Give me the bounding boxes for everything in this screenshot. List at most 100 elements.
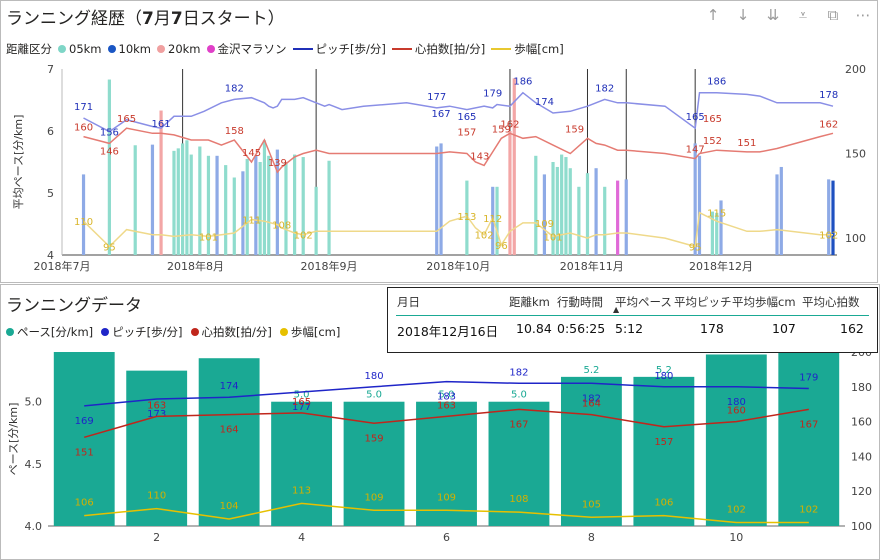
pitch-data-label: 167: [431, 109, 450, 120]
heart-rate-data-label: 147: [686, 145, 705, 156]
drill-icon[interactable]: ⩡: [798, 6, 808, 24]
legend-label: 心拍数[拍/分]: [414, 42, 486, 56]
column-header-avg-heart-rate[interactable]: 平均心拍数: [802, 295, 860, 309]
column-header-duration[interactable]: 行動時間: [557, 295, 603, 309]
y2-tick-label: 100: [851, 520, 872, 533]
y2-tick-label: 120: [851, 485, 872, 498]
series-data-label: 106: [75, 498, 94, 509]
pace-data-label: 5.0: [366, 390, 382, 401]
pace-bar: [585, 173, 590, 255]
column-header-avg-pace[interactable]: 平均ペース: [615, 295, 672, 309]
pace-bar: [241, 171, 245, 255]
pitch-data-label: 165: [686, 112, 705, 123]
series-data-label: 164: [220, 425, 239, 436]
column-header-avg-stride[interactable]: 平均歩幅cm: [732, 295, 796, 309]
pace-bar: [705, 354, 767, 526]
y2-tick-label: 180: [851, 381, 872, 394]
legend-marker: [58, 45, 66, 53]
y2-tick-label: 140: [851, 450, 872, 463]
summary-table: 月日 距離km 行動時間 平均ペース ▲ 平均ピッチ 平均歩幅cm 平均心拍数 …: [387, 287, 878, 353]
pace-bar: [495, 186, 499, 255]
series-data-label: 180: [364, 371, 383, 382]
series-line: [82, 211, 833, 248]
legend-marker: [279, 328, 288, 336]
series-data-label: 102: [799, 505, 818, 516]
pace-bar: [275, 149, 279, 255]
pitch-data-label: 186: [707, 77, 726, 88]
series-line: [83, 91, 834, 133]
legend-item-pitch[interactable]: ピッチ[歩/分]: [292, 41, 386, 57]
legend-label: ピッチ[歩/分]: [112, 325, 183, 339]
stride-data-label: 102: [294, 231, 313, 242]
legend-item-pitch[interactable]: ピッチ[歩/分]: [101, 324, 183, 340]
legend-marker: [101, 328, 110, 336]
arrow-down-icon[interactable]: ↓: [736, 6, 750, 24]
legend-item-05km[interactable]: 05km: [58, 42, 102, 56]
legend-label: 歩幅[cm]: [290, 325, 341, 339]
arrow-up-icon[interactable]: ↑: [706, 6, 720, 24]
pace-bar: [245, 158, 249, 255]
x-tick-label: 4: [298, 531, 305, 544]
column-header-date[interactable]: 月日: [397, 295, 420, 309]
y-tick-label: 4.0: [25, 520, 43, 533]
y-tick-label: 6: [47, 125, 54, 138]
top-legend: 距離区分 05km 10km 20km 金沢マラソン ピッチ[歩/分] 心拍数[…: [6, 41, 564, 57]
column-header-distance[interactable]: 距離km: [509, 295, 550, 309]
legend-item-marathon[interactable]: 金沢マラソン: [206, 41, 287, 57]
legend-line: [491, 48, 512, 50]
column-header-avg-pitch[interactable]: 平均ピッチ: [674, 295, 732, 309]
stride-data-label: 115: [707, 209, 726, 220]
pitch-data-label: 174: [535, 97, 554, 108]
stride-data-label: 102: [819, 231, 838, 242]
pace-bar: [624, 179, 628, 255]
series-data-label: 164: [582, 399, 601, 410]
focus-icon[interactable]: ⧉: [827, 6, 839, 24]
heart-rate-data-label: 152: [703, 136, 722, 147]
legend-label: ピッチ[歩/分]: [315, 42, 386, 56]
double-arrow-down-icon[interactable]: ⇊: [766, 6, 780, 24]
legend-marker: [107, 45, 116, 53]
series-data-label: 106: [654, 498, 673, 509]
pace-bar: [560, 376, 622, 526]
pace-bar: [181, 143, 185, 255]
pitch-data-label: 186: [513, 77, 532, 88]
stride-data-label: 95: [689, 243, 702, 254]
legend-item-stride[interactable]: 歩幅[cm]: [279, 324, 341, 340]
legend-item-heart-rate[interactable]: 心拍数[拍/分]: [391, 41, 486, 57]
legend-item-pace[interactable]: ペース[分/km]: [6, 324, 93, 340]
running-data-title: ランニングデータ: [6, 296, 142, 316]
pace-bar: [577, 186, 581, 255]
x-tick-label: 2018年9月: [301, 259, 358, 273]
legend-marker: [6, 328, 14, 336]
pace-bar: [292, 154, 297, 255]
series-data-label: 105: [582, 499, 601, 510]
legend-label: 10km: [118, 42, 152, 56]
more-icon[interactable]: ⋯: [855, 6, 871, 24]
pace-data-label: 5.2: [583, 365, 599, 376]
pace-bar: [254, 155, 258, 255]
pace-bar: [416, 401, 477, 526]
bottom-legend: ペース[分/km] ピッチ[歩/分] 心拍数[拍/分] 歩幅[cm]: [6, 324, 340, 340]
legend-item-stride[interactable]: 歩幅[cm]: [491, 41, 564, 57]
x-tick-label: 8: [588, 531, 595, 544]
heart-rate-data-label: 157: [457, 128, 476, 139]
pace-bar: [594, 168, 598, 255]
legend-item-20km[interactable]: 20km: [157, 42, 201, 56]
pace-bar: [81, 174, 86, 255]
heart-rate-data-label: 159: [492, 124, 511, 135]
pace-bar: [603, 186, 607, 255]
stride-data-label: 95: [103, 243, 116, 254]
pace-bar: [512, 78, 516, 255]
y2-tick-label: 200: [845, 63, 866, 76]
legend-label: 歩幅[cm]: [514, 42, 564, 56]
pace-bar: [198, 358, 260, 526]
y-tick-label: 4.5: [25, 458, 43, 471]
pace-bar: [232, 177, 236, 255]
pace-data-label: 5.2: [656, 365, 672, 376]
y-axis-title: 平均ペース[分/km]: [12, 115, 25, 210]
legend-item-10km[interactable]: 10km: [107, 42, 152, 56]
legend-item-heart-rate[interactable]: 心拍数[拍/分]: [190, 324, 272, 340]
series-data-label: 160: [727, 406, 746, 417]
stride-data-label: 110: [74, 217, 93, 228]
pace-bar: [126, 370, 188, 526]
